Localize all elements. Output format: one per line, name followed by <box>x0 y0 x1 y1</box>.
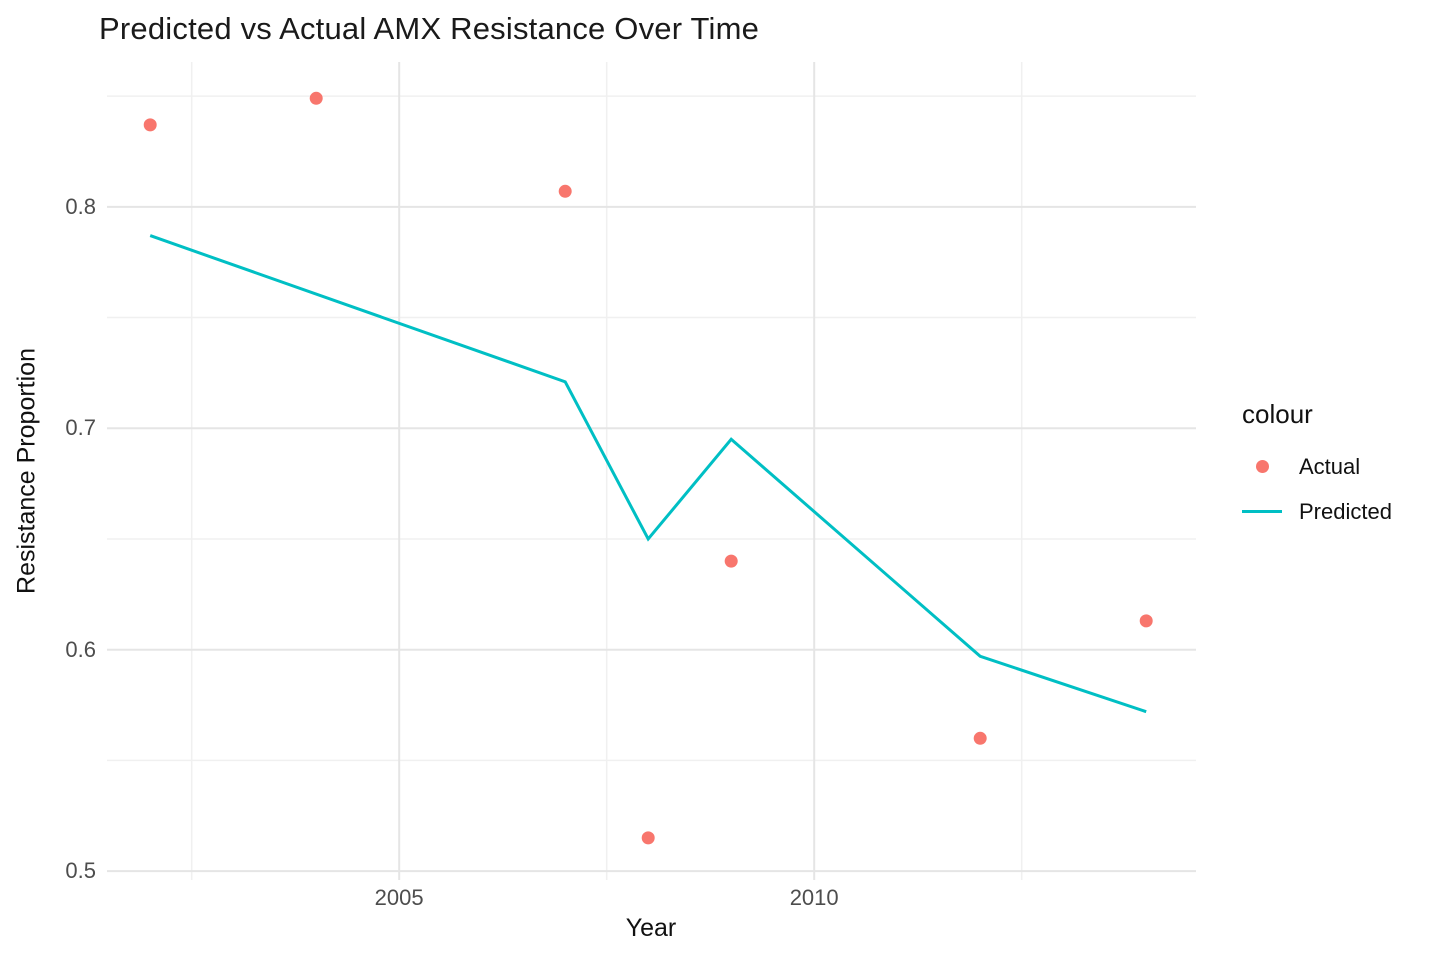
actual-point <box>724 554 738 568</box>
actual-point <box>309 91 323 105</box>
legend-title: colour <box>1242 399 1313 429</box>
y-tick-label: 0.7 <box>65 415 96 441</box>
x-tick-label: 2005 <box>374 885 424 910</box>
actual-point <box>558 184 572 198</box>
actual-point <box>143 118 157 132</box>
predicted-line <box>149 234 1147 714</box>
x-axis-title: Year <box>625 914 677 942</box>
legend-key-predicted <box>1240 497 1284 527</box>
actual-point <box>973 731 987 745</box>
legend-label-actual: Actual <box>1299 453 1361 479</box>
plot-title: Predicted vs Actual AMX Resistance Over … <box>99 11 760 46</box>
y-axis-title: Resistance Proportion <box>12 348 41 594</box>
y-tick-label: 0.5 <box>65 858 96 884</box>
legend-key-actual <box>1240 452 1284 482</box>
x-tick-label: 2010 <box>789 885 839 910</box>
actual-point-icon <box>1255 460 1269 473</box>
y-tick-label: 0.6 <box>65 636 96 662</box>
legend-label-predicted: Predicted <box>1299 498 1392 524</box>
legend-item-actual: Actual <box>1240 444 1392 489</box>
legend-item-predicted: Predicted <box>1240 489 1392 534</box>
legend: colour Actual Predicted <box>1240 399 1392 534</box>
predicted-line-icon <box>1242 510 1282 513</box>
y-tick-label: 0.8 <box>65 193 96 219</box>
actual-point <box>1139 614 1153 628</box>
actual-point <box>641 831 655 845</box>
